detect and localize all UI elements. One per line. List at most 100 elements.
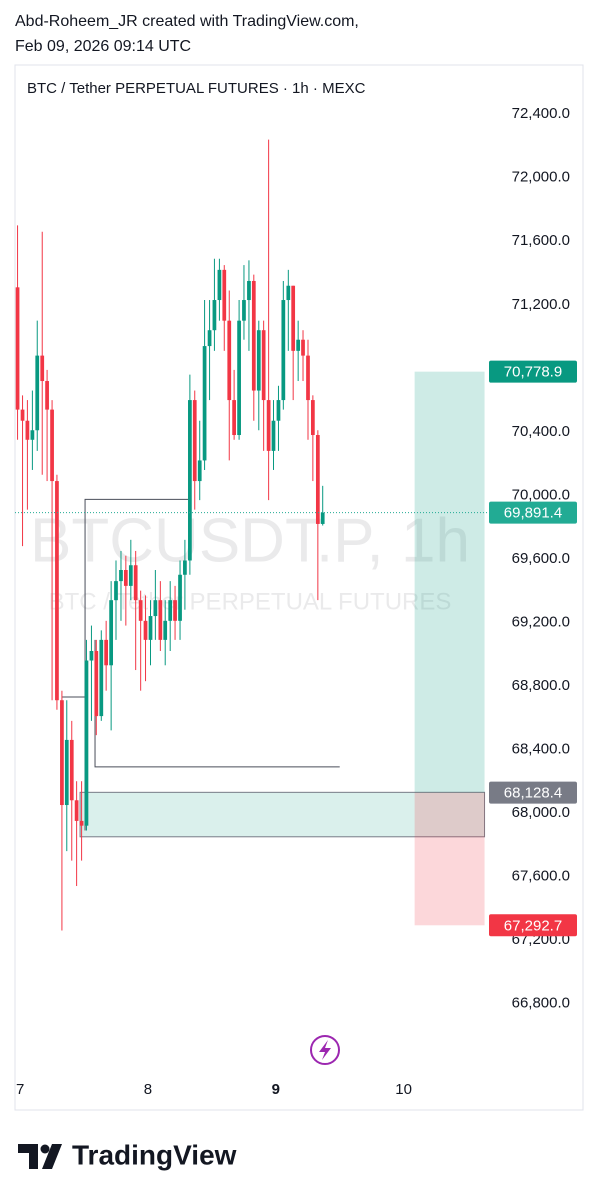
candle-body — [266, 400, 271, 451]
candle-body — [222, 269, 227, 321]
candle-body — [104, 639, 109, 666]
candle-body — [30, 430, 35, 440]
candle-body — [119, 570, 123, 582]
candle-body — [163, 620, 168, 640]
candle-body — [178, 574, 182, 621]
candle-body — [94, 650, 99, 717]
candle-body — [188, 400, 192, 561]
candle-body — [261, 330, 266, 401]
candle-body — [202, 346, 207, 461]
candle-body — [310, 400, 315, 436]
candle-body — [40, 355, 45, 382]
x-tick-label: 10 — [395, 1081, 412, 1098]
candle-body — [143, 620, 148, 640]
candle-body — [296, 339, 301, 351]
candle-body — [301, 339, 305, 356]
candle-body — [123, 570, 128, 586]
x-tick-label: 7 — [16, 1081, 24, 1098]
candle-body — [237, 320, 241, 436]
price-badge-label: 67,292.7 — [504, 917, 562, 934]
candle-body — [15, 287, 20, 410]
position-profit — [414, 371, 485, 793]
y-tick-label: 70,400.0 — [512, 423, 570, 440]
candle-body — [158, 600, 163, 640]
price-badge — [489, 781, 577, 804]
candle-body — [109, 600, 114, 666]
chart-title: BTC / Tether PERPETUAL FUTURES · 1h · ME… — [27, 80, 366, 97]
candle-body — [256, 330, 261, 391]
y-tick-label: 68,800.0 — [512, 677, 570, 694]
candle-body — [138, 600, 143, 621]
price-badge-label: 68,128.4 — [504, 785, 562, 802]
candle-body — [35, 355, 40, 431]
price-badge — [489, 914, 577, 937]
candle-body — [50, 409, 54, 482]
candle-body — [45, 381, 49, 410]
candle-body — [217, 269, 222, 301]
candle-body — [306, 355, 310, 401]
watermark-description: BTC / Tether PERPETUAL FUTURES — [49, 588, 452, 615]
y-tick-label: 69,200.0 — [512, 613, 570, 630]
author-line: Abd-Roheem_JR created with TradingView.c… — [15, 13, 359, 30]
candle-body — [89, 650, 94, 661]
candle-body — [20, 409, 25, 421]
candle-body — [286, 285, 291, 301]
candle-body — [247, 280, 251, 301]
zone — [79, 791, 486, 838]
brand: TradingView — [72, 1139, 237, 1170]
y-tick-label: 68,000.0 — [512, 804, 570, 821]
y-tick-label: 69,600.0 — [512, 550, 570, 567]
candle-body — [207, 330, 212, 347]
x-tick-label: 8 — [144, 1081, 152, 1098]
candle-body — [153, 600, 158, 617]
candle-body — [84, 660, 89, 826]
y-tick-label: 71,200.0 — [512, 296, 570, 313]
candle-body — [55, 481, 59, 701]
candle-body — [276, 400, 281, 421]
candle-body — [148, 616, 153, 640]
x-tick-label: 9 — [272, 1081, 280, 1098]
candle-body — [99, 639, 104, 717]
candle-body — [74, 800, 79, 821]
trend-line — [94, 639, 340, 768]
position-loss — [414, 792, 485, 926]
candle-body — [173, 600, 177, 621]
candle-body — [251, 280, 256, 391]
candle-body — [315, 435, 320, 524]
price-badge — [489, 360, 577, 383]
candle-body — [291, 285, 296, 351]
candle-body — [183, 560, 187, 575]
price-badge-label: 69,891.4 — [504, 505, 562, 522]
candle-body — [227, 320, 232, 401]
y-tick-label: 71,600.0 — [512, 232, 570, 249]
watermark-symbol: BTCUSDT.P, 1h — [30, 506, 470, 575]
candle-body — [271, 420, 276, 451]
candle-body — [133, 565, 138, 601]
candle-body — [242, 300, 246, 321]
chart: BTCUSDT.P, 1h BTC / Tether PERPETUAL FUTU… — [15, 105, 577, 1098]
candle-body — [128, 565, 133, 586]
candle-body — [64, 739, 69, 806]
candle-body — [25, 420, 30, 440]
candle-body — [212, 300, 217, 331]
candle-body — [232, 400, 236, 436]
y-tick-label: 70,000.0 — [512, 486, 570, 503]
candle-body — [60, 700, 64, 806]
candle-body — [192, 400, 197, 482]
candle-body — [320, 512, 325, 524]
candle-body — [197, 460, 202, 482]
y-tick-label: 72,400.0 — [512, 105, 570, 122]
chart-frame — [14, 64, 584, 1111]
price-badge-label: 70,778.9 — [504, 364, 562, 381]
timestamp: Feb 09, 2026 09:14 UTC — [15, 38, 191, 55]
y-tick-label: 67,600.0 — [512, 867, 570, 884]
candle-body — [281, 300, 286, 401]
candle-body — [168, 600, 173, 621]
lightning-icon[interactable] — [310, 1035, 340, 1065]
y-tick-label: 66,800.0 — [512, 995, 570, 1012]
y-tick-label: 68,400.0 — [512, 740, 570, 757]
y-tick-label: 72,000.0 — [512, 169, 570, 186]
candle-body — [69, 739, 74, 801]
candle-body — [79, 820, 84, 826]
